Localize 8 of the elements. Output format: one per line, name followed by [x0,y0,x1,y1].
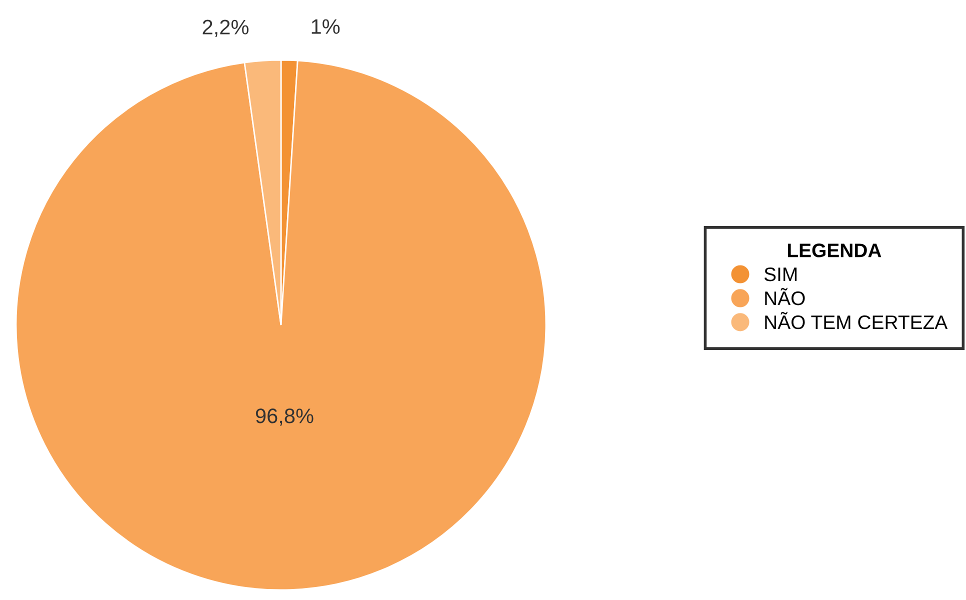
pie-slice [15,60,547,591]
legend-title: LEGENDA [788,244,882,258]
data-label: 96,8% [256,408,314,426]
legend-label: NÃO TEM CERTEZA [765,312,948,330]
legend-label: SIM [764,267,797,282]
legend-label: NÃO [765,288,805,306]
data-label: 1% [312,19,340,34]
data-label: 2,2% [202,20,249,37]
